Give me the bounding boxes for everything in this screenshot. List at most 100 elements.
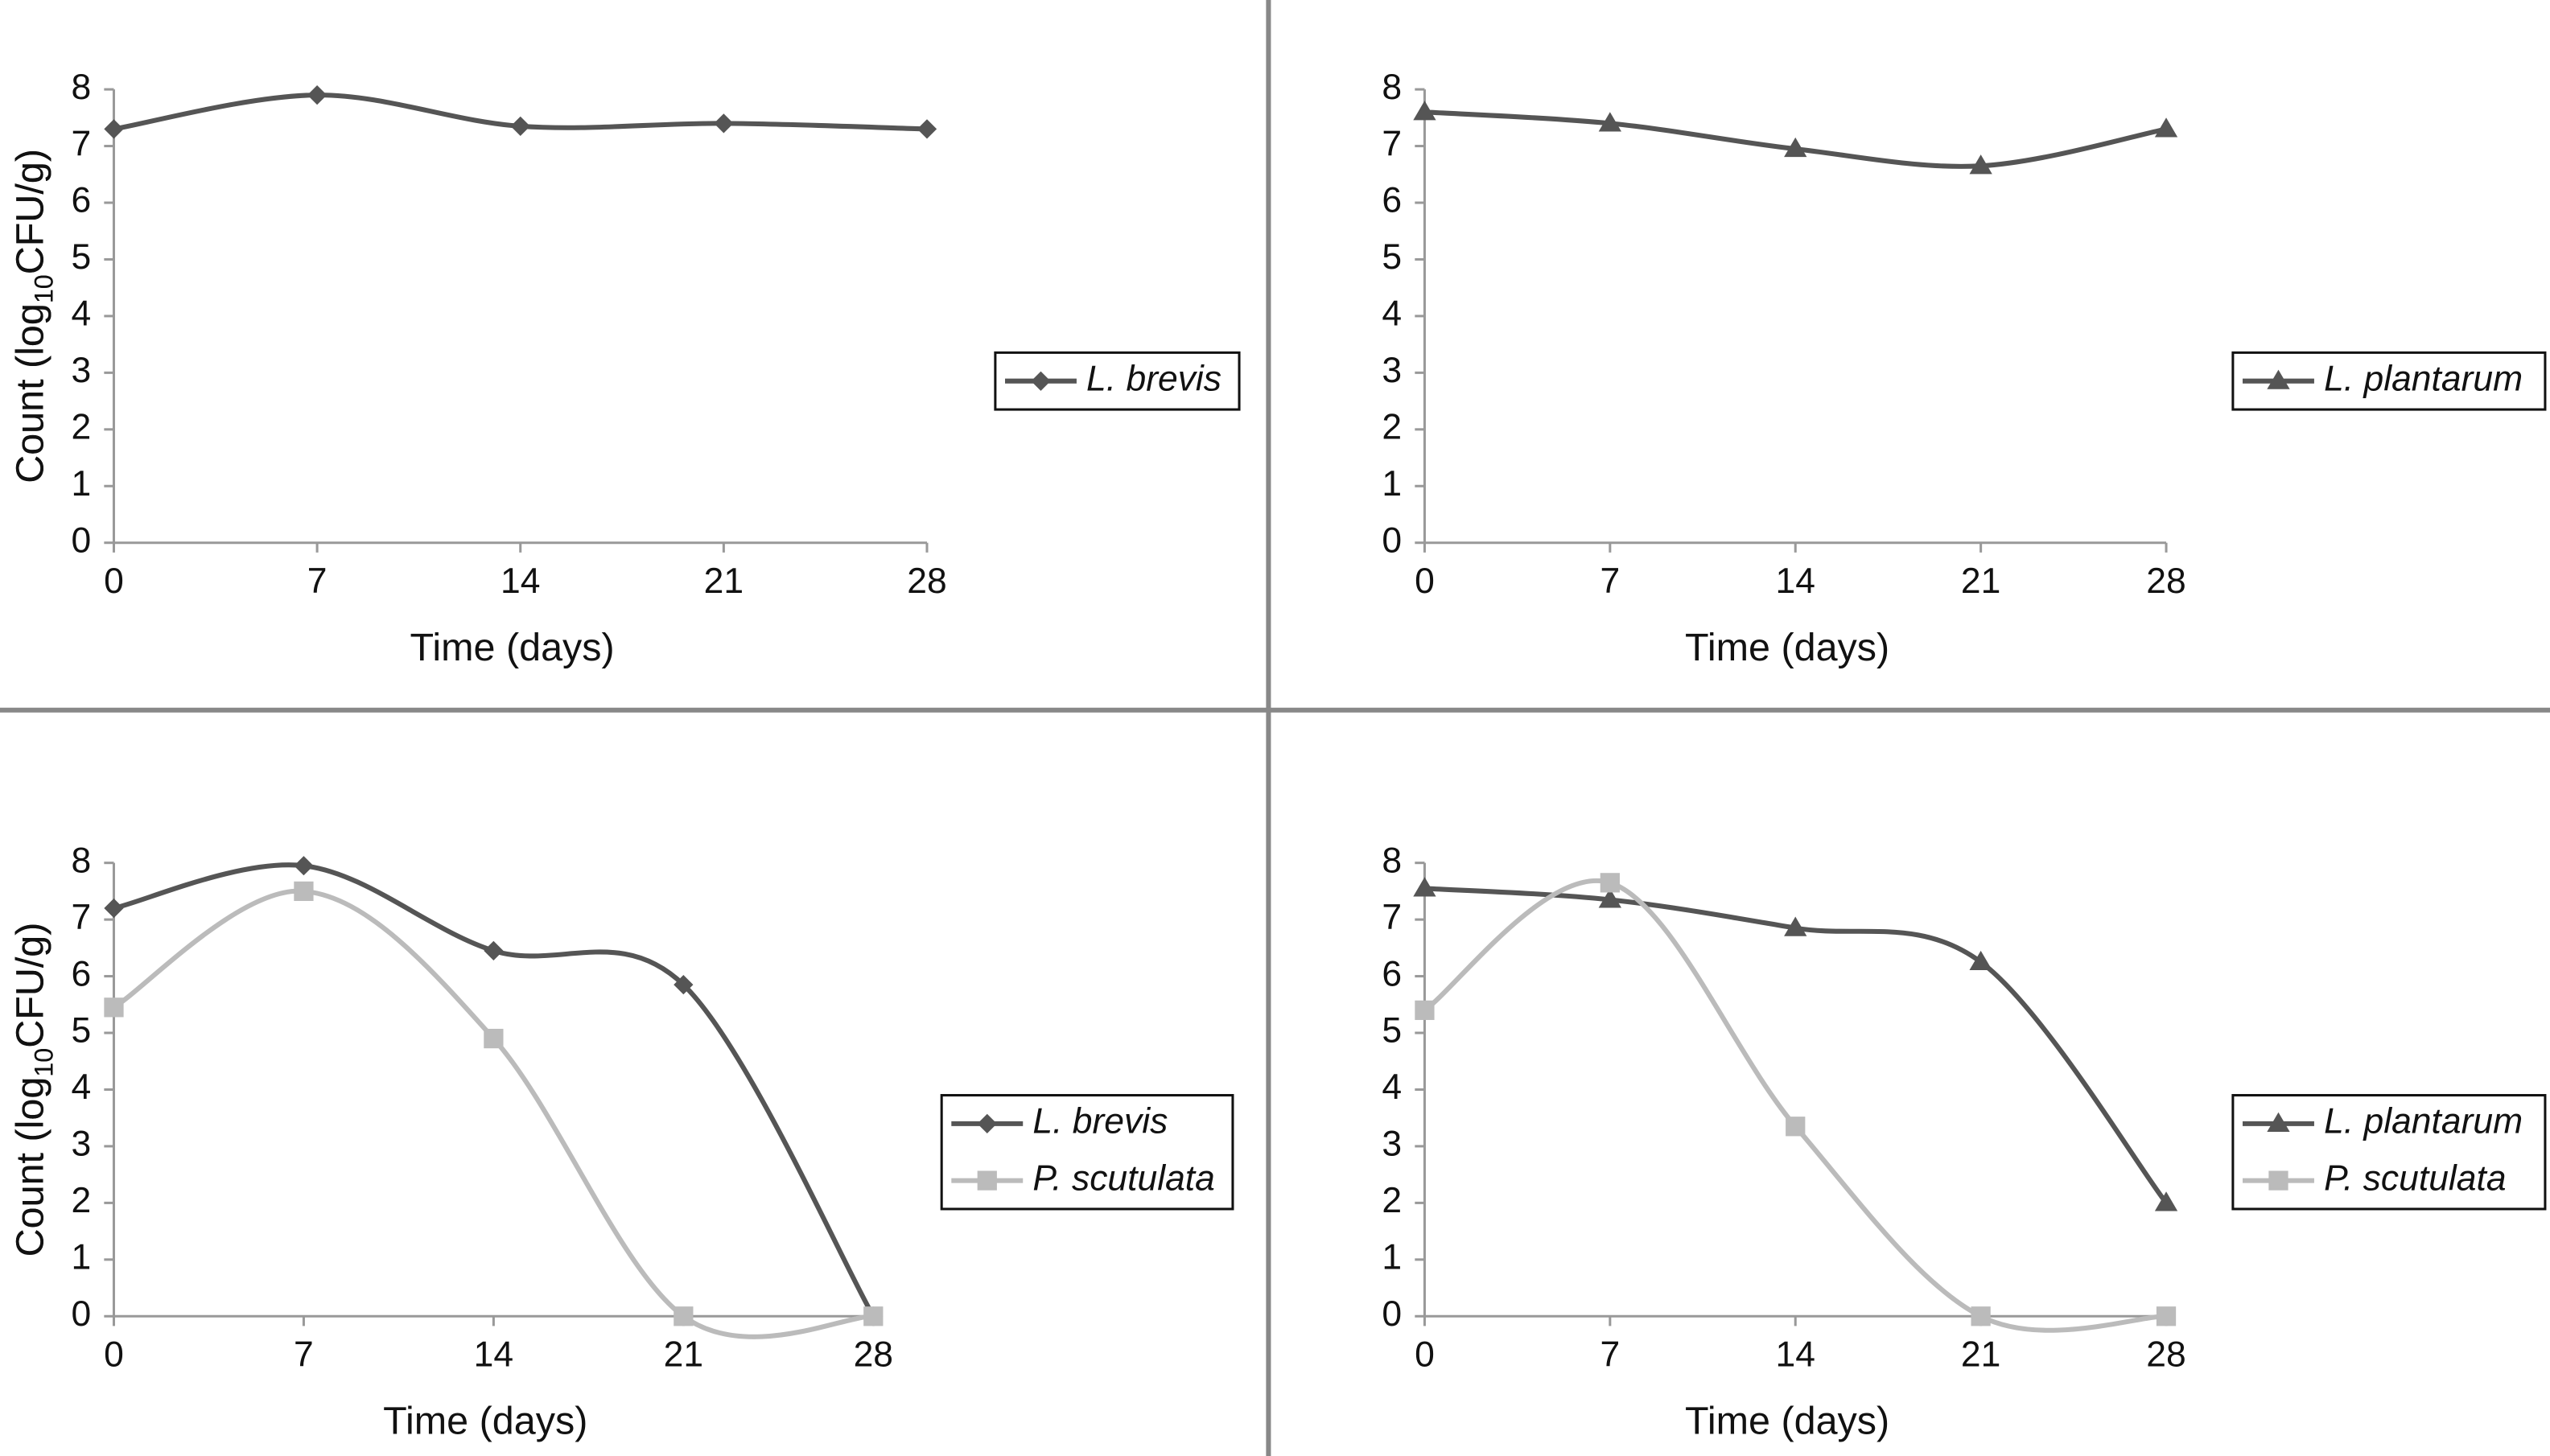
y-tick-label: 5: [1382, 1011, 1402, 1051]
legend-label: L. brevis: [1032, 1102, 1168, 1141]
y-tick-label: 0: [71, 520, 91, 560]
y-tick-label: 2: [1382, 408, 1402, 447]
marker: [977, 1170, 997, 1191]
legend-label: L. brevis: [1086, 359, 1221, 398]
y-tick-label: 7: [1382, 124, 1402, 163]
legend-box: [940, 1094, 1234, 1211]
marker: [2268, 1170, 2288, 1191]
y-tick-label: 7: [71, 124, 91, 163]
y-tick-label: 1: [1382, 1238, 1402, 1277]
x-axis-label: Time (days): [1685, 626, 1889, 669]
x-tick-label: 7: [1600, 1335, 1620, 1375]
y-axis-label-part: CFU/g): [8, 149, 51, 274]
marker: [1969, 950, 1992, 971]
marker: [714, 113, 734, 134]
y-tick-label: 7: [71, 898, 91, 937]
y-tick-label: 7: [1382, 898, 1402, 937]
marker: [294, 881, 314, 902]
x-axis-label: Time (days): [383, 1399, 587, 1442]
x-tick-label: 28: [2146, 1335, 2185, 1375]
legend-label: L. plantarum: [2324, 1102, 2523, 1141]
marker: [674, 1306, 694, 1326]
y-tick-label: 5: [1382, 237, 1402, 277]
y-tick-label: 1: [1382, 464, 1402, 504]
y-tick-label: 3: [1382, 351, 1402, 390]
legend-label: L. plantarum: [2324, 359, 2523, 398]
marker: [1413, 877, 1436, 897]
x-axis-label: Time (days): [1685, 1399, 1889, 1442]
x-tick-label: 14: [474, 1335, 513, 1375]
marker: [2156, 1306, 2177, 1326]
y-tick-label: 2: [71, 1181, 91, 1220]
y-axis-label-part: Count (log: [8, 303, 51, 483]
marker: [917, 119, 937, 139]
marker: [294, 856, 314, 876]
y-tick-label: 8: [71, 68, 91, 107]
y-tick-label: 6: [1382, 954, 1402, 993]
marker: [1786, 1117, 1806, 1137]
y-tick-label: 1: [71, 464, 91, 504]
x-tick-label: 14: [1776, 561, 1815, 601]
y-axis-label: Count (log10CFU/g): [8, 923, 58, 1257]
marker: [484, 1028, 504, 1049]
x-tick-label: 28: [907, 561, 946, 601]
marker: [1598, 888, 1621, 908]
y-tick-label: 3: [71, 351, 91, 390]
y-axis-label: Count (log10CFU/g): [8, 149, 58, 483]
y-tick-label: 8: [1382, 68, 1402, 107]
x-tick-label: 0: [104, 561, 124, 601]
y-tick-label: 6: [71, 181, 91, 220]
marker: [510, 116, 530, 137]
x-tick-label: 21: [1961, 561, 2000, 601]
y-axis-label-part: CFU/g): [8, 923, 51, 1048]
y-tick-label: 4: [1382, 1067, 1402, 1107]
series-line: [1423, 878, 2167, 1333]
y-tick-label: 1: [71, 1238, 91, 1277]
y-tick-label: 4: [71, 294, 91, 334]
y-tick-label: 5: [71, 1011, 91, 1051]
y-axis-label-part: CFU/g): [8, 923, 51, 1048]
marker: [2154, 117, 2178, 138]
marker: [104, 997, 124, 1018]
y-tick-label: 4: [71, 1067, 91, 1107]
x-tick-label: 0: [1415, 561, 1435, 601]
x-tick-label: 28: [2146, 561, 2185, 601]
marker: [104, 119, 124, 139]
marker: [1784, 137, 1807, 158]
y-tick-label: 4: [1382, 294, 1402, 334]
x-tick-label: 7: [1600, 561, 1620, 601]
y-tick-label: 0: [71, 1294, 91, 1334]
y-axis-label-part: Count (log: [8, 303, 51, 483]
y-tick-label: 8: [71, 841, 91, 880]
legend-label: P. scutulata: [1032, 1158, 1215, 1198]
y-axis-label-part: Count (log: [8, 1077, 51, 1257]
marker: [1413, 101, 1436, 121]
marker: [1784, 916, 1807, 936]
x-tick-label: 14: [501, 561, 540, 601]
legend-label: P. scutulata: [2324, 1158, 2507, 1198]
y-axis-label-part: 10: [29, 1048, 58, 1077]
marker: [2267, 369, 2290, 389]
x-tick-label: 0: [1415, 1335, 1435, 1375]
marker: [104, 898, 124, 919]
y-tick-label: 0: [1382, 520, 1402, 560]
y-axis-label-part: 10: [29, 1048, 58, 1077]
y-tick-label: 3: [1382, 1125, 1402, 1164]
y-tick-label: 5: [71, 237, 91, 277]
y-axis-label-part: 10: [29, 274, 58, 303]
x-tick-label: 14: [1776, 1335, 1815, 1375]
y-tick-label: 6: [1382, 181, 1402, 220]
y-tick-label: 3: [71, 1125, 91, 1164]
series-line: [113, 862, 875, 1318]
marker: [863, 1306, 884, 1326]
x-tick-label: 7: [294, 1335, 314, 1375]
x-tick-label: 28: [854, 1335, 893, 1375]
marker: [1971, 1306, 1991, 1326]
marker: [2154, 1191, 2178, 1211]
y-tick-label: 8: [1382, 841, 1402, 880]
marker: [1969, 154, 1992, 175]
